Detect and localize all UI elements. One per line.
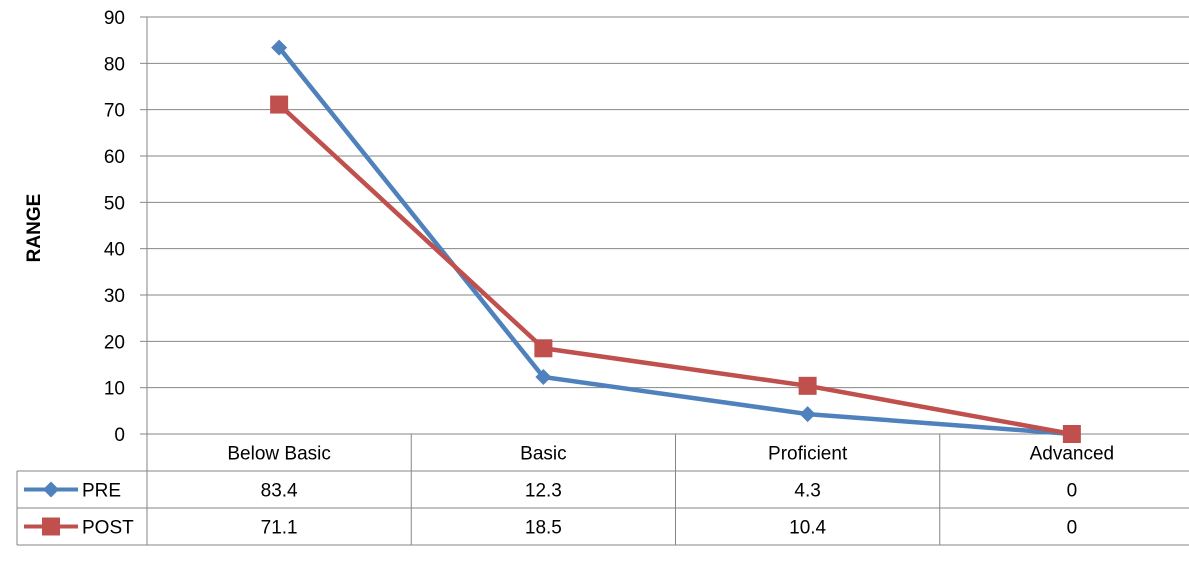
table-value-cell: 12.3: [525, 481, 562, 502]
y-axis-ticks: 0 10 20 30 40 50 60 70 80 90: [104, 8, 148, 446]
category-label: Basic: [520, 444, 566, 465]
category-label: Advanced: [1030, 444, 1115, 465]
y-tick-label: 0: [114, 425, 125, 446]
gridlines: [147, 16, 1189, 435]
y-tick-label: 20: [104, 332, 125, 353]
series-lines: [270, 39, 1081, 443]
data-table: Below Basic Basic Proficient Advanced PRE 83.…: [16, 433, 1189, 546]
y-tick-label: 10: [104, 379, 125, 400]
data-point: [798, 376, 817, 395]
table-value-cell: 10.4: [789, 518, 826, 539]
legend-key-marker: [43, 481, 59, 498]
y-tick-label: 80: [104, 54, 125, 75]
legend-key-marker: [42, 517, 60, 536]
table-value-cell: 0: [1067, 481, 1078, 502]
legend-series-name: POST: [82, 518, 134, 539]
category-label: Below Basic: [227, 444, 331, 465]
y-tick-label: 40: [104, 240, 125, 261]
series-line: [277, 102, 1073, 437]
table-value-cell: 4.3: [794, 481, 820, 502]
table-value-cell: 83.4: [261, 481, 298, 502]
data-point: [799, 406, 816, 423]
data-point: [1062, 425, 1081, 443]
y-tick-label: 70: [104, 101, 125, 122]
y-axis-title: RANGE: [24, 194, 45, 263]
series-pre: [271, 39, 1080, 442]
y-tick-label: 50: [104, 193, 125, 214]
y-tick-label: 60: [104, 147, 125, 168]
data-point: [535, 369, 552, 386]
category-label: Proficient: [768, 444, 848, 465]
table-value-cell: 0: [1067, 518, 1078, 539]
table-value-cell: 18.5: [525, 518, 562, 539]
data-point: [270, 95, 289, 114]
legend-series-name: PRE: [82, 481, 121, 502]
data-point: [534, 339, 553, 358]
table-value-cell: 71.1: [261, 518, 298, 539]
data-point: [271, 39, 288, 56]
y-tick-label: 30: [104, 286, 125, 307]
series-line: [277, 46, 1073, 437]
y-tick-label: 90: [104, 8, 125, 29]
series-post: [270, 95, 1081, 443]
